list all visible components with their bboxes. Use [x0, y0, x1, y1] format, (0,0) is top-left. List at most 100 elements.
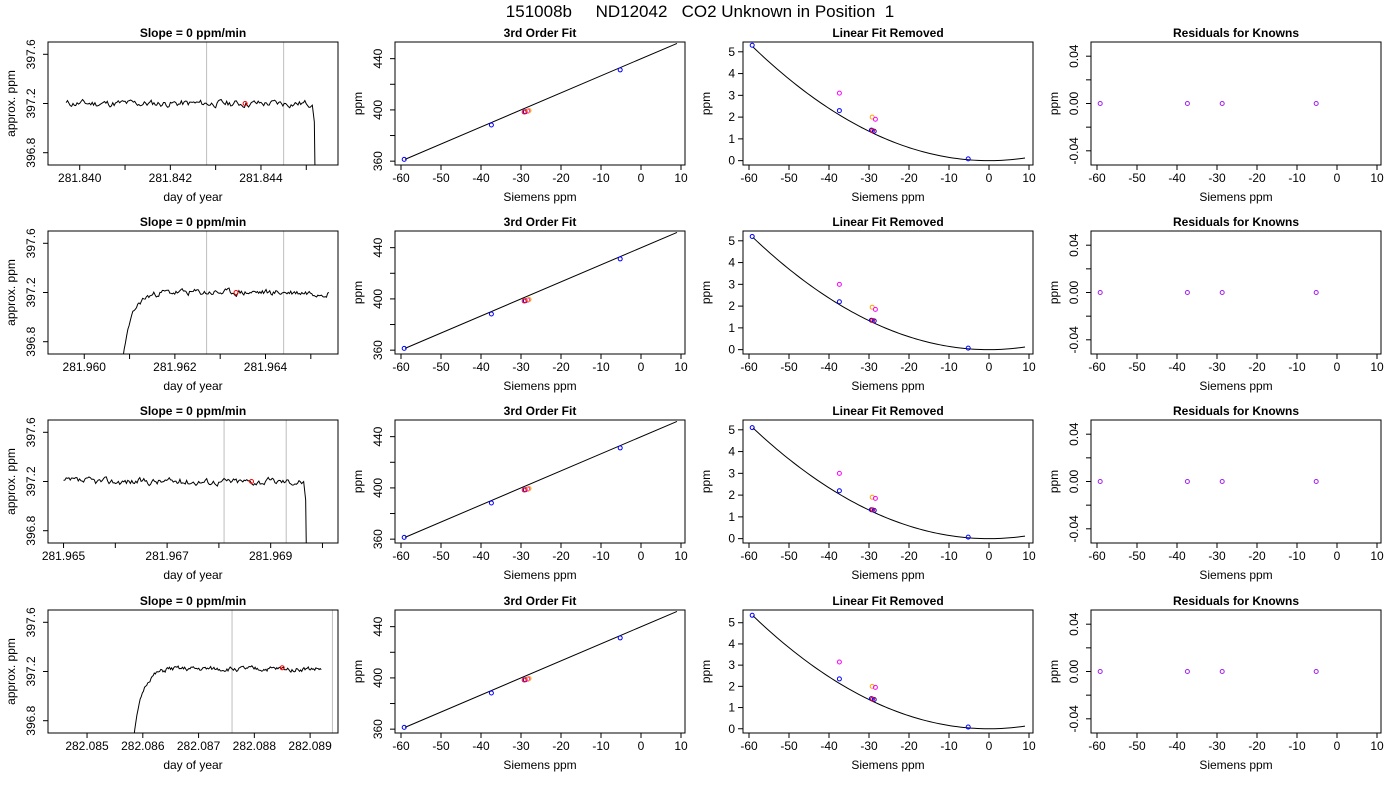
panel-fit-row-1: 3rd Order Fit Siemens ppm ppm -60 -50 -40 -30 -… [351, 26, 688, 204]
data-point [836, 470, 842, 476]
plot-frame [47, 609, 339, 734]
panel-title: Slope = 0 ppm/min [140, 26, 246, 40]
x-tick-label: -10 [592, 739, 610, 753]
x-tick-label: 281.842 [149, 171, 193, 185]
data-point [1097, 479, 1103, 484]
y-tick-label: 5 [728, 423, 735, 437]
x-axis-label: Siemens ppm [1199, 190, 1272, 204]
y-tick-label: 3 [728, 658, 735, 672]
x-tick-label: 0 [1334, 171, 1341, 185]
y-tick-label: -0.04 [1067, 137, 1081, 165]
y-tick-label: 440 [371, 237, 385, 257]
x-tick-label: -10 [940, 739, 958, 753]
x-tick-label: 0 [638, 549, 645, 563]
data-point [870, 507, 876, 513]
plot-frame [394, 609, 686, 734]
x-tick-label: -50 [780, 739, 798, 753]
x-tick-label: -50 [432, 739, 450, 753]
x-tick-label: 282.089 [288, 739, 332, 753]
data-point [1184, 479, 1190, 484]
data-point [749, 42, 755, 48]
panel-title: Residuals for Knowns [1173, 215, 1299, 229]
data-point [526, 486, 532, 492]
x-tick-label: 281.960 [63, 360, 107, 374]
x-tick-label: -20 [552, 549, 570, 563]
y-axis-label: ppm [1047, 92, 1061, 115]
x-tick-label: -40 [1168, 360, 1186, 374]
y-tick-label: 0 [728, 722, 735, 736]
data-point [836, 90, 842, 96]
data-point [521, 677, 527, 683]
data-point [526, 297, 532, 303]
plot-frame [742, 609, 1034, 734]
x-axis-label: Siemens ppm [503, 190, 576, 204]
y-tick-label: 0.00 [1067, 659, 1081, 683]
x-tick-label: 0 [986, 360, 993, 374]
y-tick-label: 397.2 [24, 277, 38, 307]
data-point [965, 156, 971, 162]
plot-frame [742, 419, 1034, 544]
y-tick-label: 1 [728, 321, 735, 335]
y-tick-label: 0.04 [1067, 233, 1081, 257]
y-tick-label: 4 [728, 67, 735, 81]
x-tick-label: 0 [1334, 549, 1341, 563]
plot-frame [47, 419, 339, 544]
x-tick-label: -40 [1168, 171, 1186, 185]
x-axis-label: Siemens ppm [503, 758, 576, 772]
y-tick-label: 0.00 [1067, 469, 1081, 493]
plot-area [401, 420, 678, 540]
y-tick-label: 3 [728, 277, 735, 291]
x-tick-label: 10 [1370, 360, 1384, 374]
data-point [872, 684, 878, 690]
data-point [872, 116, 878, 122]
panel-title: Residuals for Knowns [1173, 594, 1299, 608]
x-tick-label: -10 [940, 549, 958, 563]
panel-linear-removed-row-4: Linear Fit Removed Siemens ppm ppm -60 -50 -4… [699, 594, 1036, 772]
x-tick-label: -60 [740, 171, 758, 185]
average-marker [249, 479, 255, 484]
x-tick-label: -60 [392, 171, 410, 185]
plot-area [122, 231, 330, 354]
fit-curve [752, 46, 1026, 162]
x-axis-label: Siemens ppm [851, 568, 924, 582]
y-tick-label: 3 [728, 88, 735, 102]
x-tick-label: 281.840 [58, 171, 102, 185]
x-tick-label: -40 [820, 549, 838, 563]
fit-line [404, 231, 678, 349]
x-axis-label: Siemens ppm [1199, 568, 1272, 582]
data-point [521, 109, 527, 115]
panel-residuals-row-2: Residuals for Knowns Siemens ppm ppm -60 -50… [1047, 215, 1384, 393]
x-tick-label: -10 [1288, 360, 1306, 374]
x-tick-label: -40 [1168, 549, 1186, 563]
y-axis-label: approx. ppm [4, 638, 18, 705]
y-axis-label: approx. ppm [4, 448, 18, 515]
y-tick-label: 0.00 [1067, 91, 1081, 115]
plot-frame [742, 230, 1034, 355]
panel-title: Slope = 0 ppm/min [140, 594, 246, 608]
y-tick-label: 0 [728, 532, 735, 546]
x-tick-label: -10 [940, 360, 958, 374]
plot-area [749, 612, 1026, 730]
x-tick-label: 10 [1370, 549, 1384, 563]
plot-frame [1090, 419, 1382, 544]
x-tick-label: 0 [638, 171, 645, 185]
x-tick-label: -30 [860, 360, 878, 374]
x-axis-label: Siemens ppm [503, 379, 576, 393]
x-tick-label: -30 [512, 360, 530, 374]
panel-title: Linear Fit Removed [832, 26, 943, 40]
data-point [488, 311, 494, 317]
x-axis-label: Siemens ppm [503, 568, 576, 582]
data-point [521, 298, 527, 304]
data-point [526, 108, 532, 114]
plot-area [401, 610, 678, 730]
y-tick-label: 397.6 [24, 417, 38, 447]
x-axis-label: day of year [163, 190, 222, 204]
y-tick-label: 400 [371, 289, 385, 309]
y-tick-label: 2 [728, 299, 735, 313]
y-axis-label: approx. ppm [4, 70, 18, 137]
panel-linear-removed-row-3: Linear Fit Removed Siemens ppm ppm -60 -50 -4… [699, 404, 1036, 582]
x-tick-label: 0 [986, 171, 993, 185]
x-tick-label: -50 [1128, 549, 1146, 563]
panel-title: Slope = 0 ppm/min [140, 215, 246, 229]
data-point [1097, 669, 1103, 674]
